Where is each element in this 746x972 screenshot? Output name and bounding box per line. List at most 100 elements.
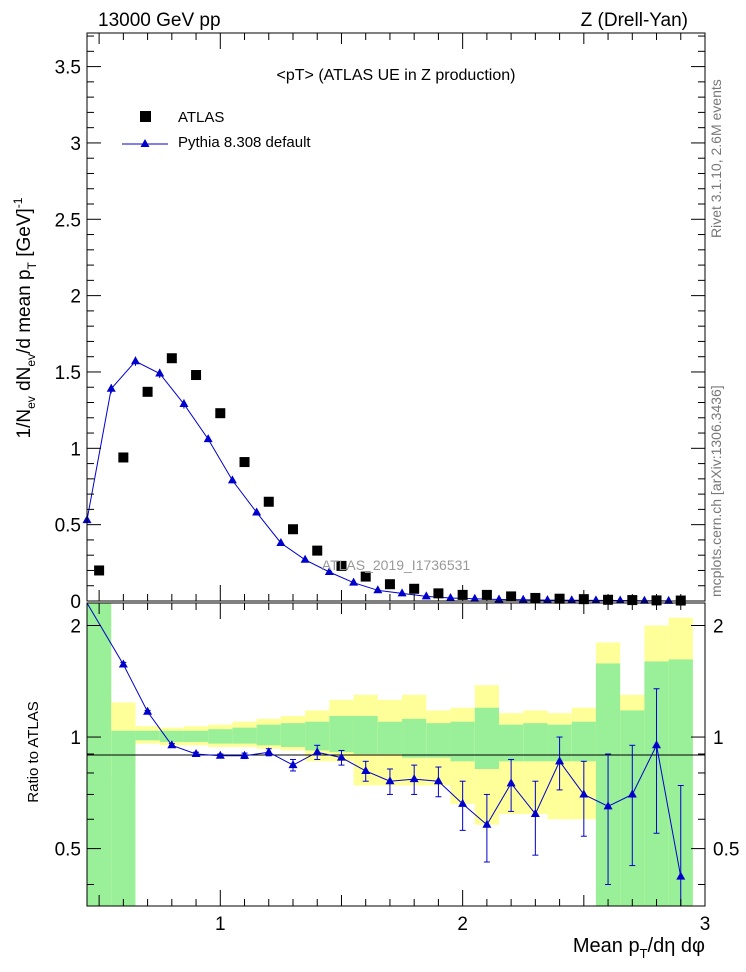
pythia-point: [518, 594, 528, 603]
ratio-band-inner: [402, 718, 427, 758]
pythia-point: [324, 566, 334, 575]
atlas-point: [239, 457, 250, 468]
pythia-point: [615, 595, 625, 604]
legend-pythia-marker: [140, 139, 150, 147]
ratio-point: [240, 750, 250, 759]
legend: ATLAS Pythia 8.308 default: [122, 109, 311, 151]
ratio-point: [143, 706, 153, 715]
ratio-point: [652, 740, 662, 749]
pythia-point: [130, 356, 140, 365]
pythia-point: [349, 577, 359, 586]
ratio-point: [312, 747, 322, 756]
main-y-tick-label: 0.5: [55, 516, 81, 537]
main-y-tick-label: 1.5: [55, 363, 81, 384]
main-title: <pT> (ATLAS UE in Z production): [277, 67, 516, 84]
ratio-band-inner: [159, 730, 184, 742]
ratio-point: [482, 819, 492, 828]
ratio-point: [458, 798, 468, 807]
pythia-point: [542, 595, 552, 604]
ratio-point: [361, 765, 371, 774]
ratio-point: [627, 789, 637, 798]
ratio-band-inner: [499, 724, 524, 762]
pythia-point: [252, 507, 262, 516]
ratio-y-tick-label: 2: [70, 616, 81, 637]
atlas-point: [288, 524, 298, 535]
ratio-point: [579, 789, 589, 798]
energy-label: 13000 GeV pp: [98, 10, 221, 31]
pythia-point: [421, 591, 431, 600]
main-y-tick-label: 3.5: [55, 58, 81, 79]
ratio-y-tick-label: 1: [70, 728, 81, 749]
main-frame: [86, 32, 706, 602]
pythia-point: [639, 595, 649, 604]
legend-pythia-label: Pythia 8.308 default: [178, 134, 311, 151]
main-y-axis-title: 1/Nev dNev/d mean pT [GeV]-1: [11, 197, 39, 438]
x-tick-label: 1: [215, 914, 226, 935]
main-y-tick-label: 2: [70, 287, 81, 308]
legend-atlas-marker: [140, 111, 151, 122]
pythia-point: [155, 368, 165, 377]
main-y-tick-label: 2.5: [55, 210, 81, 231]
main-y-tick-label: 3: [70, 134, 81, 155]
pythia-point: [179, 399, 189, 408]
ratio-y-tick-label-right: 1: [713, 728, 724, 749]
atlas-point: [409, 583, 420, 594]
pythia-point: [664, 595, 674, 604]
ratio-band-inner: [329, 715, 354, 753]
ratio-point: [118, 659, 128, 668]
atlas-point: [263, 496, 274, 507]
ratio-band-inner: [111, 730, 136, 906]
ratio-point: [264, 747, 274, 756]
ratio-band-inner: [232, 727, 257, 744]
ratio-point: [603, 801, 613, 810]
ratio-point: [530, 808, 540, 817]
mcplots-label: mcplots.cern.ch [arXiv:1306.3436]: [708, 385, 724, 597]
atlas-point: [215, 408, 226, 419]
ratio-point: [433, 776, 443, 785]
pythia-point: [567, 595, 577, 604]
ratio-point: [336, 752, 346, 761]
pythia-point: [300, 554, 310, 563]
x-tick-label: 3: [700, 914, 711, 935]
rivet-version-label: Rivet 3.1.10, 2.6M events: [708, 79, 724, 238]
main-y-tick-label: 0: [70, 592, 81, 613]
ratio-point: [288, 760, 298, 769]
ratio-y-tick-label: 0.5: [55, 840, 81, 861]
ratio-band-inner: [426, 723, 451, 758]
ratio-y-tick-label-right: 0.5: [713, 840, 739, 861]
ratio-point: [676, 871, 686, 880]
pythia-point: [106, 383, 116, 392]
ratio-band-inner: [208, 729, 233, 744]
ratio-band-inner: [377, 721, 403, 755]
pythia-point: [470, 593, 480, 602]
atlas-point: [94, 565, 105, 576]
pythia-point: [494, 594, 504, 603]
ratio-point: [506, 778, 516, 787]
pythia-point: [203, 434, 213, 443]
atlas-point: [360, 571, 371, 582]
pythia-point: [446, 592, 456, 601]
ratio-point: [191, 749, 201, 758]
watermark: ATLAS_2019_I1736531: [322, 557, 471, 573]
atlas-point: [433, 588, 444, 599]
atlas-point: [312, 545, 323, 556]
process-label: Z (Drell-Yan): [581, 10, 688, 31]
ratio-band-inner: [523, 723, 548, 762]
ratio-y-axis-title: Ratio to ATLAS: [25, 701, 42, 802]
atlas-point: [191, 370, 202, 381]
atlas-point: [166, 353, 177, 364]
ratio-band-inner: [183, 730, 209, 742]
pythia-point: [373, 585, 383, 594]
atlas-point: [142, 386, 153, 397]
main-y-tick-label: 1: [70, 439, 81, 460]
main-panel: 0 0.5 1 1.5 2 2.5 3 3.5 <pT> (ATLAS UE in Z pro…: [11, 32, 706, 613]
ratio-point: [385, 776, 395, 785]
legend-atlas-label: ATLAS: [178, 109, 224, 126]
pythia-point: [397, 588, 407, 597]
pythia-point: [591, 595, 601, 604]
ratio-point: [167, 740, 177, 749]
ratio-point: [555, 756, 565, 765]
ratio-band-inner: [474, 707, 499, 769]
ratio-panel: 0.5 0.5 1 1 2 2 1 2 3 Ratio to ATLAS Mean pT/dη…: [25, 33, 739, 961]
